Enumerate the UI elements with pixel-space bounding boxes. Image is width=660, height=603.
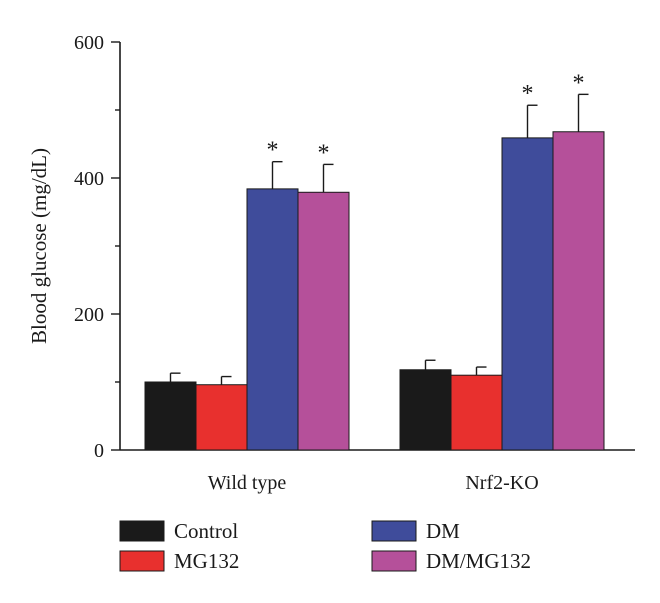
error-bars (169, 93, 589, 385)
bar (399, 369, 452, 451)
y-ticks: 0 200 400 600 (74, 32, 120, 462)
legend-label: MG132 (174, 549, 239, 573)
legend-swatch (119, 520, 165, 542)
significance-star: * (267, 138, 279, 164)
legend-label: DM (426, 519, 460, 543)
category-label: Nrf2-KO (465, 472, 538, 494)
bar (195, 384, 248, 451)
y-tick-label: 0 (94, 440, 104, 462)
legend-label: Control (174, 519, 238, 543)
category-label: Wild type (208, 472, 287, 494)
legend-swatch (371, 550, 417, 572)
legend: Control MG132 DM DM/MG132 (119, 519, 531, 573)
legend-swatch (371, 520, 417, 542)
bar (144, 381, 197, 451)
y-tick-label: 200 (74, 304, 104, 326)
legend-swatch (119, 550, 165, 572)
bar (297, 191, 350, 451)
significance-star: * (318, 140, 330, 166)
bar (450, 374, 503, 451)
significance-star: * (522, 81, 534, 107)
bar (501, 137, 554, 451)
significance-marks: * * * * (267, 70, 585, 166)
bar (246, 188, 299, 451)
bar (552, 131, 605, 451)
significance-star: * (573, 70, 585, 96)
y-axis-title: Blood glucose (mg/dL) (27, 148, 51, 344)
y-tick-label: 600 (74, 32, 104, 54)
category-labels: Wild type Nrf2-KO (208, 472, 539, 494)
legend-label: DM/MG132 (426, 549, 531, 573)
y-tick-label: 400 (74, 168, 104, 190)
bars (144, 131, 605, 451)
